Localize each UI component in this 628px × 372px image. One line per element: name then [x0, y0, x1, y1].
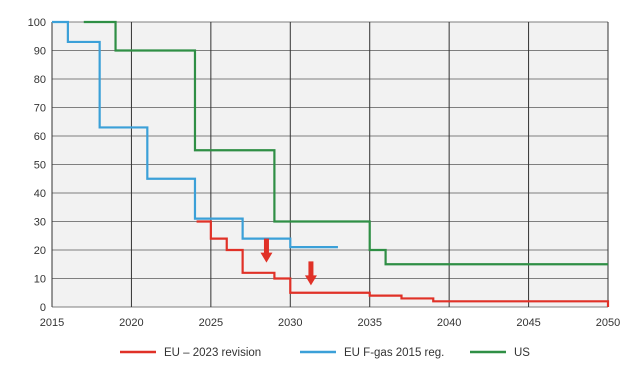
y-tick-label: 30 — [34, 217, 46, 229]
x-tick-label: 2015 — [40, 317, 64, 329]
down-arrow-annotation — [260, 238, 273, 263]
y-tick-label: 0 — [40, 302, 46, 314]
series-line-1 — [52, 20, 338, 249]
y-tick-label: 50 — [34, 160, 46, 172]
series-line-2 — [83, 20, 608, 266]
y-tick-label: 60 — [34, 131, 46, 143]
annotation-arrows — [260, 238, 317, 286]
y-tick-label: 80 — [34, 74, 46, 86]
x-tick-label: 2020 — [119, 317, 143, 329]
legend-item: US — [470, 347, 530, 359]
x-tick-label: 2025 — [199, 317, 223, 329]
x-tick-label: 2030 — [278, 317, 302, 329]
gridlines — [51, 21, 609, 308]
x-tick-label: 2045 — [516, 317, 540, 329]
series-layer — [52, 20, 610, 307]
legend-label: EU F-gas 2015 reg. — [344, 347, 444, 359]
y-tick-label: 90 — [34, 46, 46, 58]
down-arrow-annotation — [304, 261, 317, 286]
x-axis-ticks: 2015 2020 2025 2030 2035 2040 2045 2050 — [40, 317, 620, 329]
y-tick-label: 100 — [28, 17, 46, 29]
y-tick-label: 10 — [34, 274, 46, 286]
x-tick-label: 2040 — [437, 317, 461, 329]
series-line-0 — [196, 220, 610, 307]
x-tick-label: 2050 — [596, 317, 620, 329]
legend-label: EU – 2023 revision — [164, 347, 261, 359]
legend: EU – 2023 revision EU F-gas 2015 reg. US — [120, 347, 530, 359]
y-tick-label: 40 — [34, 188, 46, 200]
y-tick-label: 70 — [34, 103, 46, 115]
y-axis-ticks: 0 10 20 30 40 50 60 70 80 90 100 — [28, 17, 46, 314]
legend-item: EU F-gas 2015 reg. — [300, 347, 444, 359]
y-tick-label: 20 — [34, 245, 46, 257]
legend-item: EU – 2023 revision — [120, 347, 261, 359]
legend-label: US — [514, 347, 530, 359]
x-tick-label: 2035 — [357, 317, 381, 329]
